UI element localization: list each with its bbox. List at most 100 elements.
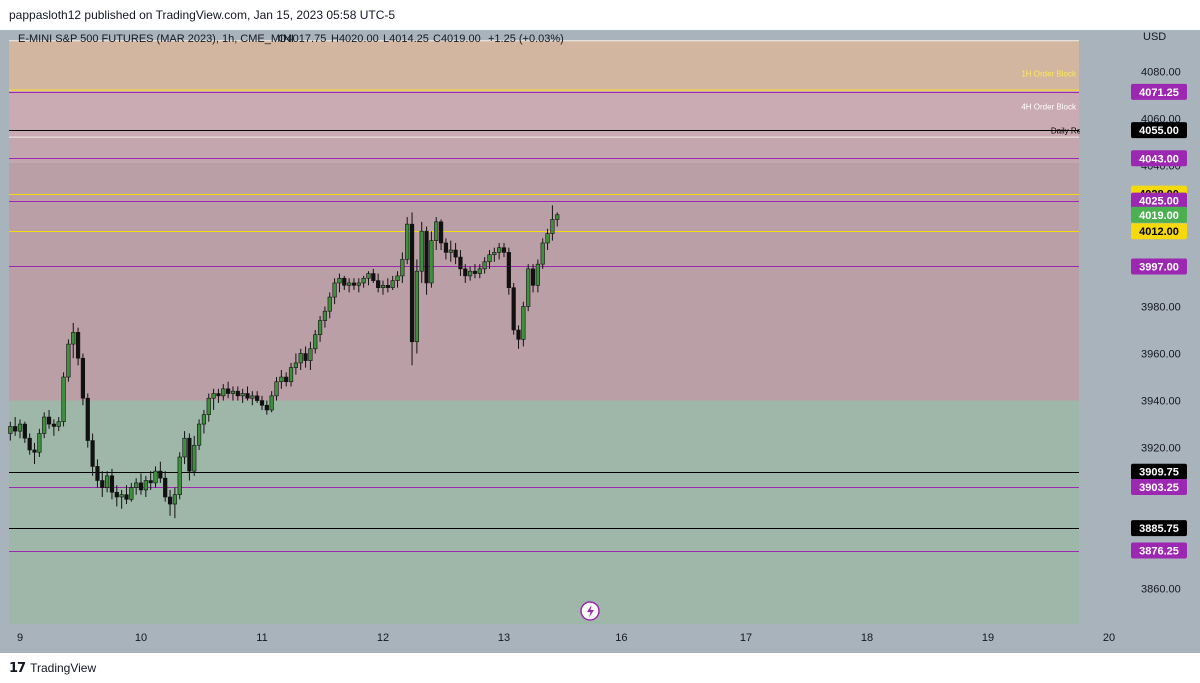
price-label-3997-00: 3997.00: [1139, 261, 1179, 273]
price-label-4012-00-box: [1131, 223, 1187, 240]
price-label-4012-00: 4012.00: [1139, 226, 1179, 238]
candle-body: [240, 393, 245, 397]
candle-body: [337, 277, 342, 284]
ohlc-change: +1.25 (+0.03%): [488, 33, 564, 45]
candle-body: [22, 423, 27, 439]
candle-body: [492, 252, 497, 256]
zone-1h-order-block: [9, 40, 1079, 91]
candle-body: [235, 390, 240, 397]
candle-body: [269, 395, 274, 411]
candle-body: [167, 496, 173, 505]
candle-body: [129, 487, 134, 500]
x-tick-label: 20: [1103, 632, 1115, 644]
candle-body: [530, 268, 536, 286]
candle-body: [100, 480, 105, 488]
candle-body: [90, 440, 95, 467]
candle-body: [109, 475, 115, 493]
price-label-4043-00: 4043.00: [1139, 153, 1179, 165]
candle-body: [134, 482, 139, 488]
price-label-4071-25: 4071.25: [1139, 87, 1179, 99]
candle-body: [51, 423, 56, 427]
legend: E-MINI S&P 500 FUTURES (MAR 2023), 1h, C…: [18, 33, 564, 45]
candle-body: [419, 230, 424, 272]
candle-body: [424, 230, 429, 284]
y-tick-label: 3920.00: [1141, 443, 1181, 455]
zone-discount: [9, 400, 1079, 624]
candle-body: [293, 362, 298, 368]
candle-body: [366, 273, 371, 279]
candle-body: [347, 282, 352, 286]
y-tick-label: 4080.00: [1141, 66, 1181, 78]
candle-body: [114, 491, 119, 498]
candle-body: [472, 270, 478, 274]
y-tick-label: 3960.00: [1141, 349, 1181, 361]
candle-body: [540, 242, 545, 265]
y-tick-label: 3940.00: [1141, 396, 1181, 408]
candle-body: [182, 437, 187, 458]
candle-body: [506, 252, 511, 288]
candle-body: [535, 263, 540, 286]
candle-body: [400, 259, 405, 277]
candles-layer: [8, 205, 560, 519]
price-label-4019-00: 4019.00: [1139, 210, 1179, 222]
candle-body: [521, 306, 526, 340]
price-label-3885-75-box: [1131, 520, 1187, 537]
candle-body: [434, 221, 439, 241]
zone-1h-order-block-label: 1H Order Block: [1021, 70, 1077, 79]
candle-body: [497, 247, 502, 253]
ohlc-high: H4020.00: [331, 33, 379, 45]
candle-body: [274, 381, 279, 397]
candle-body: [448, 249, 453, 253]
candle-body: [332, 282, 337, 298]
candle-body: [322, 310, 328, 321]
candle-body: [511, 287, 516, 331]
price-label-4055-00: 4055.00: [1139, 125, 1179, 137]
candle-body: [395, 275, 400, 281]
candle-body: [458, 256, 463, 270]
x-tick-label: 9: [17, 632, 23, 644]
tradingview-logo[interactable]: 17 TradingView: [9, 660, 96, 676]
price-labels: 4071.254055.004043.004028.004025.004019.…: [1131, 83, 1187, 559]
candle-body: [550, 219, 555, 234]
candle-body: [463, 268, 468, 277]
candle-body: [138, 482, 144, 491]
candle-body: [80, 357, 86, 399]
x-tick-label: 16: [615, 632, 627, 644]
candle-body: [95, 466, 100, 481]
candle-body: [187, 437, 192, 472]
y-tick-label: 3980.00: [1141, 301, 1181, 313]
candle-body: [308, 348, 313, 361]
x-tick-label: 19: [982, 632, 994, 644]
x-tick-label: 17: [740, 632, 752, 644]
publish-header: pappasloth12 published on TradingView.co…: [0, 0, 1200, 30]
price-label-4019-00-box: [1131, 206, 1187, 223]
candle-body: [501, 247, 507, 253]
x-tick-label: 11: [256, 632, 267, 644]
candle-body: [371, 273, 376, 281]
price-label-3903-25-box: [1131, 478, 1187, 495]
candle-body: [226, 388, 231, 394]
zones-layer: 1H Order Block 4H Order Block: [0, 36, 1079, 624]
candle-body: [61, 376, 66, 423]
price-label-4043-00-box: [1131, 150, 1187, 167]
candle-body: [482, 261, 487, 270]
candle-body: [264, 404, 269, 411]
candle-body: [303, 353, 308, 361]
candle-body: [317, 320, 323, 336]
zone-4h-order-block: [9, 90, 1079, 138]
x-axis-background: [0, 624, 1200, 653]
candle-body: [221, 388, 226, 397]
candle-body: [177, 456, 182, 495]
price-label-3876-25-box: [1131, 542, 1187, 559]
candle-body: [75, 332, 81, 359]
candle-body: [8, 426, 13, 434]
replay-button[interactable]: [580, 601, 600, 621]
candle-body: [288, 367, 294, 383]
candle-body: [327, 296, 332, 312]
chart-title: E-MINI S&P 500 FUTURES (MAR 2023), 1h, C…: [18, 33, 294, 45]
x-axis: 9 10 11 12 13 16 17 18 19 20: [0, 624, 1200, 653]
candle-body: [250, 395, 255, 399]
candle-body: [13, 426, 18, 432]
candle-body: [46, 416, 52, 425]
